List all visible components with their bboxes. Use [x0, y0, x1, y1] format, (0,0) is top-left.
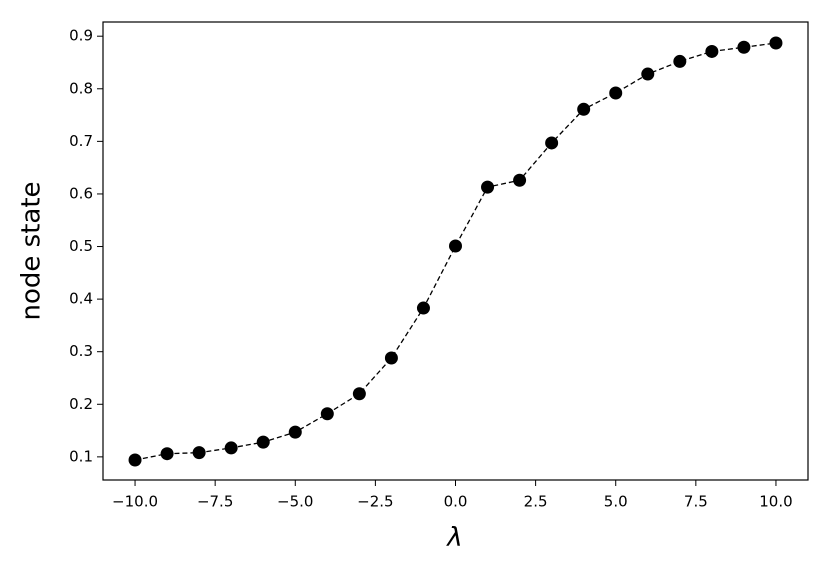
line [134, 42, 777, 461]
marker [449, 239, 462, 253]
marker [577, 102, 591, 116]
marker [416, 301, 430, 315]
x-tick-label: 0.0 [444, 493, 468, 511]
marker [352, 387, 366, 401]
marker [737, 40, 751, 54]
x-axis-label: λ [445, 523, 462, 553]
y-tick-label: 0.8 [69, 79, 93, 97]
y-tick-label: 0.5 [69, 237, 93, 255]
marker [384, 351, 398, 365]
y-tick-label: 0.7 [69, 132, 93, 150]
marker [545, 136, 559, 150]
plot-frame [102, 21, 809, 481]
marker [481, 180, 495, 194]
marker [673, 54, 687, 68]
marker [256, 435, 270, 449]
x-tick-label: 10.0 [759, 493, 792, 511]
x-tick-label: −7.5 [197, 493, 233, 511]
marker [705, 44, 719, 58]
x-tick-label: 7.5 [684, 493, 708, 511]
y-axis-label: node state [17, 181, 47, 320]
marker [769, 36, 783, 50]
marker [224, 441, 238, 455]
marker [513, 173, 527, 187]
marker [609, 86, 623, 100]
y-tick-label: 0.4 [69, 290, 93, 308]
marker [192, 446, 206, 460]
x-tick-label: −2.5 [357, 493, 393, 511]
x-tick-label: 5.0 [604, 493, 628, 511]
marker [320, 407, 334, 421]
marker [128, 453, 142, 467]
marker [641, 67, 655, 81]
marker [288, 425, 302, 439]
x-tick-label: −5.0 [277, 493, 313, 511]
y-tick-label: 0.9 [69, 27, 93, 45]
y-tick-label: 0.3 [69, 342, 93, 360]
x-tick-label: 2.5 [524, 493, 548, 511]
marker [160, 447, 174, 461]
y-tick-label: 0.2 [69, 395, 93, 413]
x-tick-label: −10.0 [112, 493, 158, 511]
y-tick-label: 0.1 [69, 447, 93, 465]
y-tick-label: 0.6 [69, 184, 93, 202]
